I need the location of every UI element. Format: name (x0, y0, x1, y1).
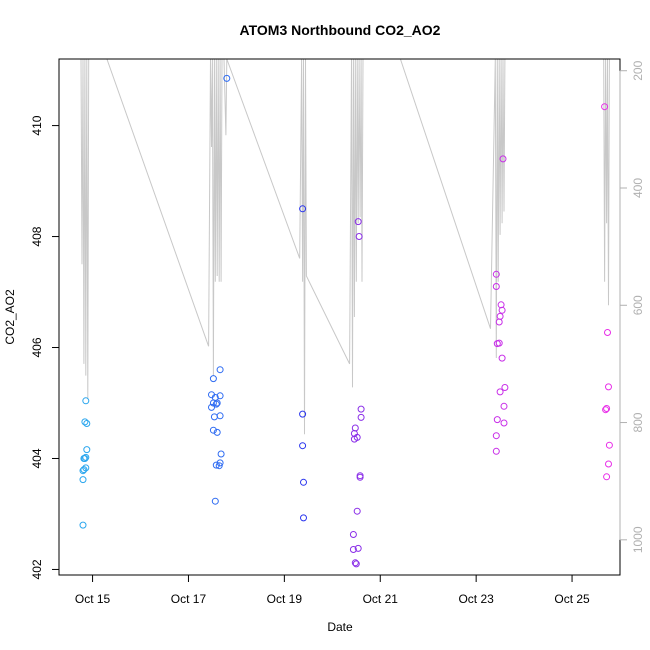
data-point (299, 205, 307, 213)
data-point (81, 418, 89, 426)
data-point (213, 428, 221, 436)
data-point (356, 473, 364, 481)
data-point (212, 461, 220, 469)
data-point (353, 433, 361, 441)
data-point (605, 460, 612, 468)
y-axis-label: CO2_AO2 (3, 289, 17, 345)
data-point (495, 339, 503, 347)
data-point (79, 521, 87, 529)
data-point (215, 462, 223, 470)
data-point (605, 441, 613, 449)
data-point (492, 270, 500, 278)
data-point (82, 453, 90, 461)
data-point (492, 447, 500, 455)
y-tick-label: 404 (30, 448, 44, 468)
data-point (351, 424, 359, 432)
data-point (349, 546, 357, 553)
data-point (216, 366, 224, 374)
data-point (493, 416, 501, 424)
data-point (603, 473, 611, 481)
data-point (604, 329, 611, 336)
data-point (603, 405, 611, 412)
data-point (498, 354, 506, 362)
y-tick-label: 408 (30, 226, 44, 246)
y2-tick-label: 200 (631, 60, 645, 80)
data-point (355, 233, 363, 240)
y-tick-label: 406 (30, 337, 44, 357)
y-tick-label: 410 (30, 115, 44, 135)
data-point (354, 218, 362, 226)
chart-title: ATOM3 Northbound CO2_AO2 (240, 22, 441, 38)
data-point (496, 312, 504, 320)
x-tick-label: Oct 15 (75, 592, 111, 606)
data-point (357, 405, 365, 413)
x-tick-label: Oct 25 (554, 592, 590, 606)
x-axis-label: Date (327, 620, 353, 634)
secondary-trace (80, 59, 610, 435)
data-point (299, 410, 307, 418)
x-tick-label: Oct 19 (267, 592, 303, 606)
y-axis: 402 404 406 408 410 (30, 115, 60, 579)
data-point (498, 306, 506, 314)
data-point (501, 384, 509, 391)
data-point (601, 103, 609, 111)
data-point (353, 507, 361, 515)
data-point (349, 531, 357, 538)
y2-tick-label: 600 (631, 295, 645, 315)
data-point (354, 544, 362, 552)
data-point (80, 466, 88, 474)
y2-axis: 200 400 600 800 1000 (619, 60, 645, 553)
x-axis: Oct 15 Oct 17 Oct 19 Oct 21 Oct 23 Oct 25 (75, 574, 590, 606)
plot-frame (58, 58, 621, 576)
data-point (81, 455, 89, 462)
data-point (216, 412, 224, 420)
data-point (223, 74, 231, 82)
data-point (212, 400, 220, 408)
x-tick-label: Oct 21 (363, 592, 399, 606)
data-point (299, 442, 307, 450)
data-point (300, 478, 307, 486)
points-layer (79, 74, 613, 568)
y2-tick-label: 400 (631, 178, 645, 198)
x-tick-label: Oct 17 (171, 592, 207, 606)
data-point (499, 155, 507, 163)
data-point (217, 450, 225, 458)
data-point (213, 399, 221, 407)
data-point (208, 403, 215, 411)
data-point (83, 446, 91, 454)
data-point (497, 301, 505, 309)
y-tick-label: 402 (30, 559, 44, 579)
data-point (605, 383, 612, 391)
data-point (602, 406, 610, 414)
data-point (211, 497, 219, 505)
secondary-trace-line (80, 59, 610, 435)
data-point (351, 559, 359, 567)
data-point (352, 560, 360, 568)
data-point (82, 397, 90, 405)
data-point (495, 318, 503, 326)
data-point (357, 413, 365, 421)
data-point (300, 514, 307, 522)
y2-tick-label: 800 (631, 412, 645, 432)
data-point (496, 388, 504, 396)
data-point (82, 464, 90, 472)
x-tick-label: Oct 23 (458, 592, 494, 606)
data-point (216, 459, 224, 467)
data-point (210, 413, 218, 421)
data-point (492, 432, 500, 440)
data-point (79, 476, 87, 484)
data-point (216, 392, 224, 400)
data-point (209, 375, 217, 383)
data-point (500, 419, 508, 427)
y2-tick-label: 1000 (631, 526, 645, 553)
data-point (492, 283, 500, 290)
data-point (500, 402, 508, 410)
data-point (209, 426, 217, 434)
data-point (83, 420, 91, 427)
